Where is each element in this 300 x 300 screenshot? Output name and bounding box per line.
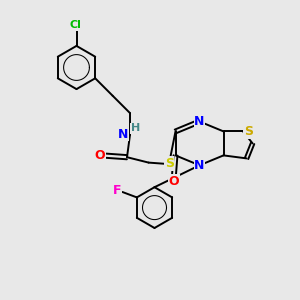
Text: H: H [131, 123, 140, 133]
Text: O: O [95, 148, 105, 162]
Text: N: N [118, 128, 129, 141]
Text: S: S [244, 125, 253, 138]
Text: Cl: Cl [70, 20, 82, 31]
Text: S: S [165, 157, 174, 170]
Text: N: N [194, 115, 205, 128]
Text: O: O [169, 175, 179, 188]
Text: N: N [194, 159, 205, 172]
Text: F: F [113, 184, 122, 197]
